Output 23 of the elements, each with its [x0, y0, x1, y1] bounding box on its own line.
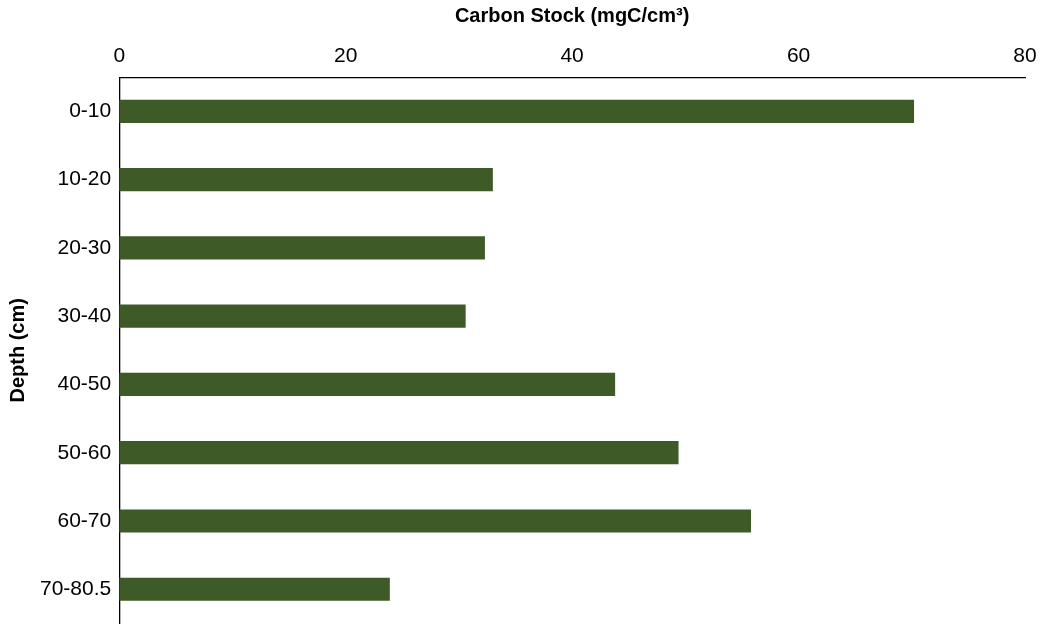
- bar: [119, 577, 390, 601]
- bar: [119, 372, 616, 397]
- x-tick-label: 40: [560, 43, 584, 67]
- y-tick-label: 70-80.5: [39, 576, 112, 600]
- bar: [119, 509, 751, 533]
- y-tick-label: 20-30: [57, 234, 112, 258]
- x-axis-title: Carbon Stock (mgC/cm³): [454, 3, 690, 26]
- y-tick-label: 60-70: [57, 507, 112, 531]
- y-tick-label: 10-20: [57, 166, 112, 190]
- y-tick-label: 50-60: [57, 439, 112, 463]
- x-tick-label: 80: [1013, 43, 1037, 67]
- x-tick-label: 0: [113, 43, 126, 67]
- x-tick-label: 20: [333, 43, 358, 67]
- bar: [119, 168, 493, 192]
- x-tick-label: 60: [786, 43, 811, 67]
- bar: [119, 441, 679, 465]
- bar: [119, 99, 915, 123]
- bar: [119, 236, 485, 260]
- y-tick-label: 0-10: [69, 98, 112, 122]
- bar: [119, 304, 466, 328]
- y-tick-label: 30-40: [57, 302, 112, 326]
- y-axis-title: Depth (cm): [5, 298, 28, 403]
- y-tick-label: 40-50: [57, 371, 112, 395]
